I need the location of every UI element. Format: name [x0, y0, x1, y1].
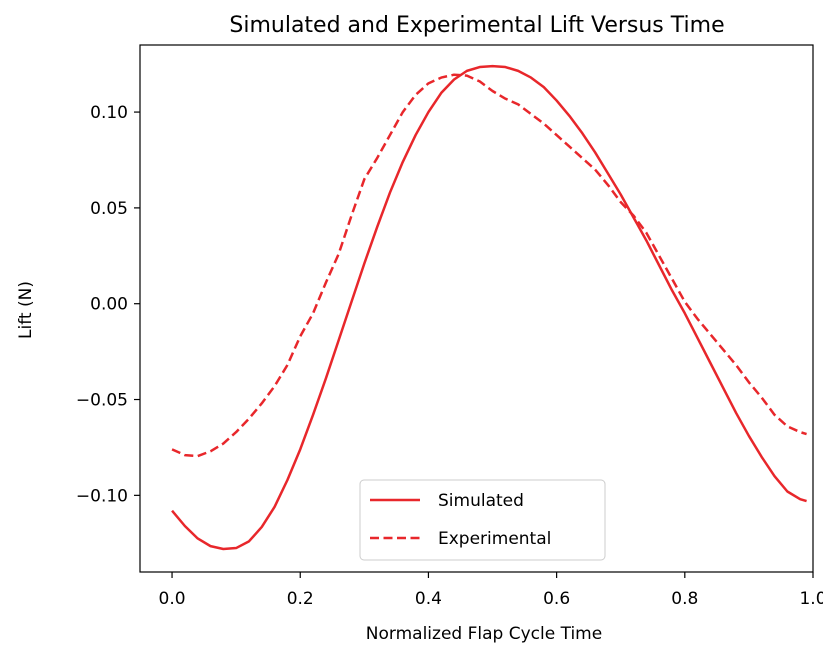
y-axis-label: Lift (N) — [16, 281, 36, 339]
series-line-simulated — [171, 64, 807, 551]
legend-box — [359, 479, 606, 561]
x-axis: 0.0 0.2 0.4 0.6 0.8 1.0 — [159, 572, 823, 609]
x-tick-label: 0.2 — [287, 589, 314, 609]
x-tick-label: 0.6 — [543, 589, 570, 609]
y-tick-label: 0.05 — [90, 199, 128, 219]
plot-frame — [139, 44, 814, 573]
series-layer — [171, 64, 807, 551]
y-tick-label: −0.10 — [76, 486, 128, 506]
y-tick-label: −0.05 — [76, 391, 128, 411]
x-axis-label: Normalized Flap Cycle Time — [366, 624, 602, 644]
x-tick-label: 0.8 — [671, 589, 698, 609]
x-tick-label: 0.4 — [415, 589, 442, 609]
y-axis: 0.10 0.05 0.00 −0.05 −0.10 — [76, 103, 140, 506]
y-tick-label: 0.10 — [90, 103, 128, 123]
x-tick-label: 1.0 — [799, 589, 823, 609]
x-tick-label: 0.0 — [159, 589, 186, 609]
legend: Simulated Experimental — [359, 479, 606, 561]
series-line-experimental — [171, 73, 807, 458]
chart-title: Simulated and Experimental Lift Versus T… — [229, 13, 724, 38]
legend-label-simulated: Simulated — [438, 491, 524, 511]
legend-label-experimental: Experimental — [438, 529, 551, 549]
y-tick-label: 0.00 — [90, 295, 128, 315]
